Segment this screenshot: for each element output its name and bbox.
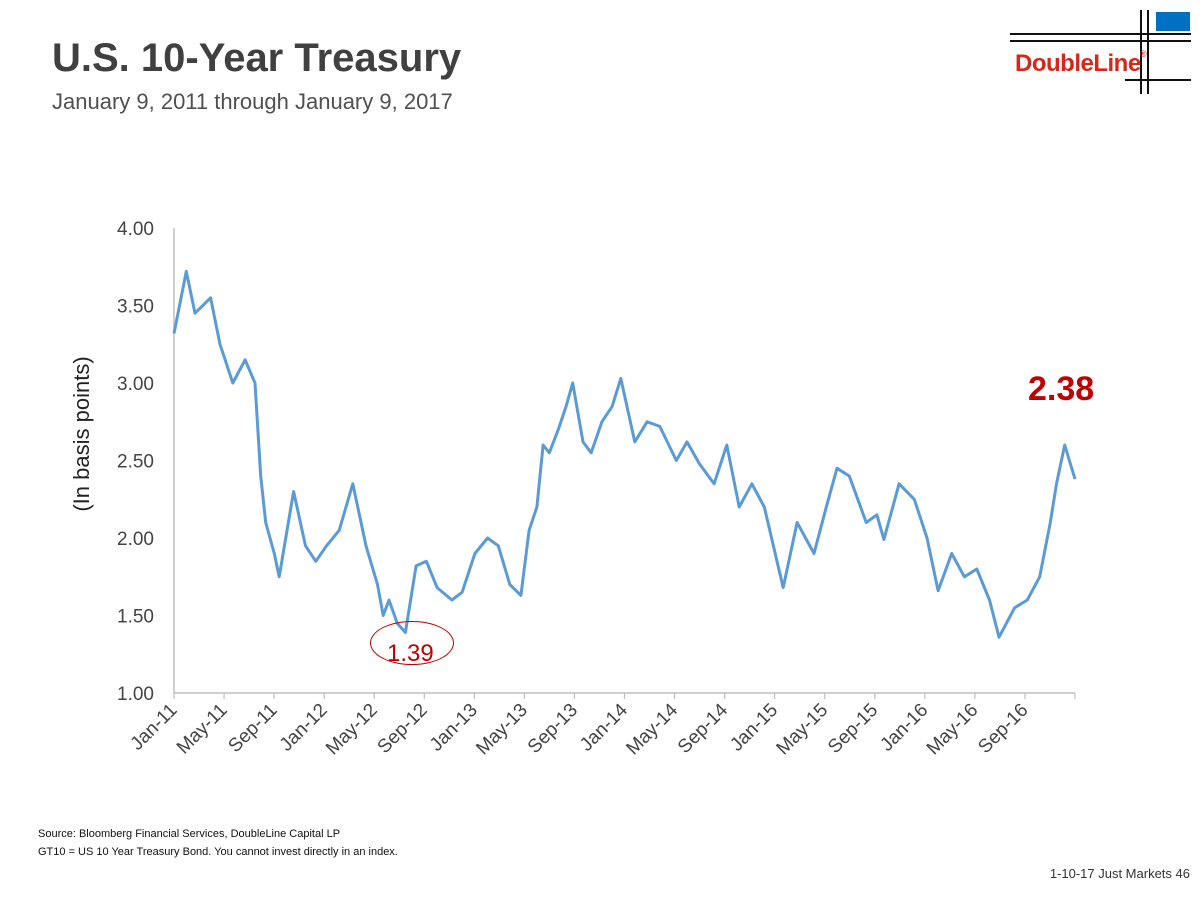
source-note: Source: Bloomberg Financial Services, Do…	[38, 828, 341, 840]
x-tick-label: Jan-11	[127, 700, 182, 755]
page-subtitle: January 9, 2011 through January 9, 2017	[52, 89, 453, 114]
x-tick-label: Sep-16	[974, 700, 1032, 758]
logo-blue-square	[1156, 12, 1190, 31]
y-tick-label: 3.50	[117, 297, 154, 318]
x-tick-label: May-14	[622, 699, 682, 759]
x-tick-label: Sep-12	[374, 700, 432, 758]
x-tick-label: Sep-15	[824, 700, 882, 758]
x-tick-label: Sep-11	[224, 700, 281, 757]
x-tick-label: May-11	[173, 700, 232, 759]
yield-line	[172, 269, 1077, 639]
doubleline-logo: DoubleLine ®	[1005, 10, 1195, 96]
low-value-circle	[370, 621, 454, 665]
x-tick-label: May-15	[773, 700, 833, 760]
x-tick-label: Sep-14	[674, 699, 732, 757]
x-tick-label: Sep-13	[524, 700, 582, 758]
logo-registered-mark: ®	[1140, 49, 1147, 59]
x-tick-label: May-13	[472, 700, 532, 760]
low-value-annotation: 1.39	[387, 640, 434, 667]
x-tick-label: May-16	[923, 700, 983, 760]
logo-text: DoubleLine	[1015, 50, 1141, 77]
x-tick-label: Jan-15	[726, 700, 782, 756]
page-footer: 1-10-17 Just Markets 46	[1049, 866, 1190, 881]
x-tick-label: Jan-12	[276, 700, 332, 756]
x-tick-label: Jan-16	[876, 700, 932, 756]
y-tick-label: 4.00	[117, 219, 154, 240]
y-tick-label: 1.00	[117, 684, 154, 705]
y-tick-label: 2.00	[117, 529, 154, 550]
y-tick-label: 2.50	[117, 452, 154, 473]
last-value-annotation: 2.38	[1028, 370, 1095, 408]
index-note: GT10 = US 10 Year Treasury Bond. You can…	[38, 846, 398, 858]
page-title: U.S. 10-Year Treasury	[52, 36, 462, 80]
y-tick-label: 1.50	[117, 607, 154, 628]
x-tick-label: Jan-13	[426, 700, 482, 756]
y-tick-label: 3.00	[117, 374, 154, 395]
logo-grid-icon	[1010, 10, 1191, 94]
x-tick-label: May-12	[322, 700, 382, 760]
